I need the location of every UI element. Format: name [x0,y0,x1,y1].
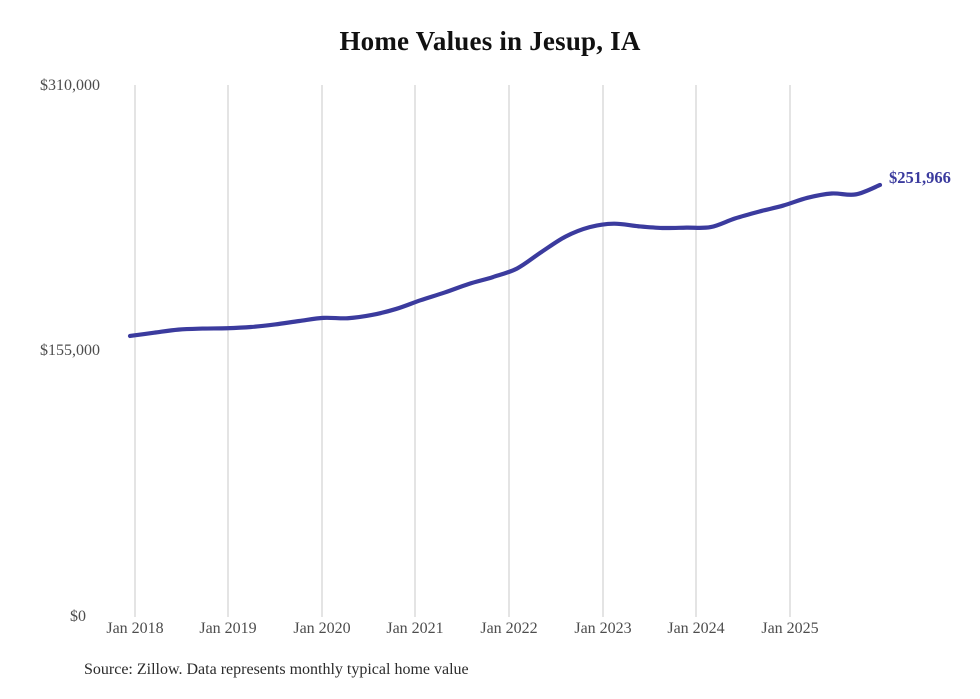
data-line-typical-home-value [127,182,883,339]
source-note: Source: Zillow. Data represents monthly … [84,661,469,678]
y-axis-tick-bottom: $0 [70,608,86,625]
y-axis-tick-middle: $155,000 [40,342,100,359]
x-gridlines [134,85,791,617]
x-axis-tick-jan-2018: Jan 2018 [106,620,164,637]
x-axis-tick-jan-2019: Jan 2019 [199,620,257,637]
y-axis-tick-top: $310,000 [40,77,100,94]
x-axis-tick-jan-2025: Jan 2025 [761,620,819,637]
series-end-value-label: $251,966 [889,168,951,187]
chart-title: Home Values in Jesup, IA [339,26,641,56]
x-axis-tick-jan-2021: Jan 2021 [386,620,444,637]
x-axis-tick-jan-2023: Jan 2023 [574,620,632,637]
x-axis-tick-jan-2022: Jan 2022 [480,620,538,637]
x-axis-tick-jan-2020: Jan 2020 [293,620,351,637]
x-axis-tick-jan-2024: Jan 2024 [667,620,725,637]
